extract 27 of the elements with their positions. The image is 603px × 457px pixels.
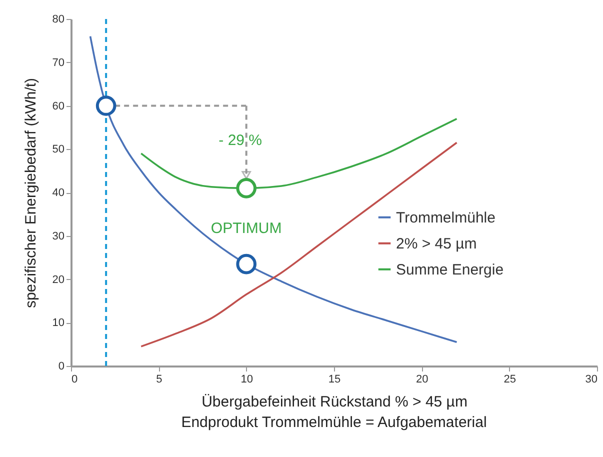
point bbox=[236, 254, 256, 274]
point bbox=[96, 96, 116, 116]
y-tick-label: 10 bbox=[52, 317, 64, 330]
y-tick-label: 0 bbox=[58, 360, 64, 372]
x-tick-label: 25 bbox=[504, 374, 516, 386]
y-tick-label: 30 bbox=[52, 230, 64, 242]
legend-label: 2% > 45 µm bbox=[396, 235, 477, 252]
annotation: - 29 % bbox=[218, 132, 262, 150]
text: Endprodukt Trommelmühle = Aufgabematerial bbox=[181, 414, 487, 431]
y-tick-label: 70 bbox=[52, 56, 64, 69]
legend-label: Summe Energie bbox=[396, 261, 504, 278]
y-tick-label: 80 bbox=[52, 14, 64, 26]
y-axis-title: spezifischer Energiebedarf (kWh/t) bbox=[22, 78, 40, 308]
y-tick-label: 20 bbox=[52, 274, 64, 286]
y-tick-label: 60 bbox=[52, 100, 64, 112]
x-axis-title: Übergabefeinheit Rückstand % > 45 µm bbox=[202, 394, 468, 410]
x-tick-label: 15 bbox=[328, 374, 341, 386]
x-tick-label: 30 bbox=[585, 374, 598, 386]
legend-label: Trommelmühle bbox=[396, 209, 496, 226]
point bbox=[236, 178, 256, 198]
annotation: OPTIMUM bbox=[210, 220, 282, 238]
y-tick-label: 40 bbox=[52, 187, 64, 199]
x-tick-label: 20 bbox=[416, 374, 428, 386]
x-tick-label: 0 bbox=[72, 374, 78, 386]
x-tick-label: 10 bbox=[240, 374, 253, 386]
x-tick-label: 5 bbox=[156, 374, 162, 386]
y-tick-label: 50 bbox=[52, 144, 64, 156]
